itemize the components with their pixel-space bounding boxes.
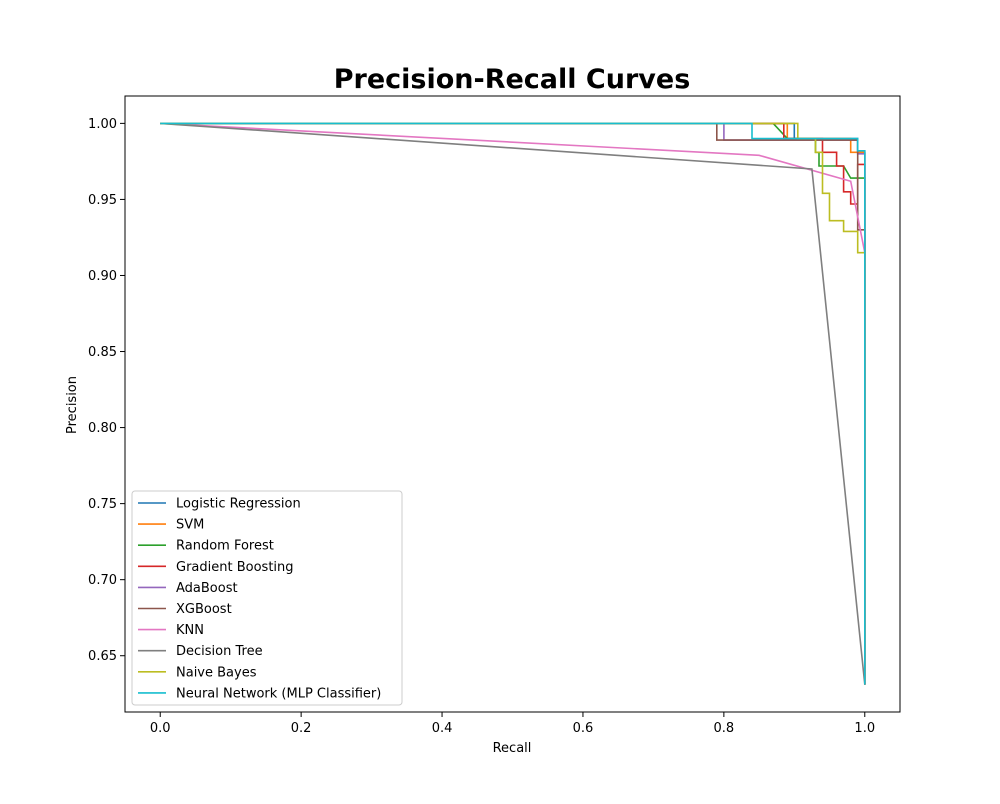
y-tick-label-3: 0.80 [88,421,117,436]
x-axis-label: Recall [493,741,532,756]
y-axis: 0.65 0.70 0.75 0.80 0.85 0.90 0.95 1.00 [88,117,125,664]
y-tick-label-2: 0.75 [88,497,117,512]
x-tick-label-0: 0.0 [150,721,171,736]
legend-label-5: XGBoost [176,602,232,617]
legend-label-7: Decision Tree [176,644,263,659]
legend-box [131,490,403,706]
x-tick-label-3: 0.6 [573,721,594,736]
y-tick-label-5: 0.90 [88,269,117,284]
plot-area: 0.0 0.2 0.4 0.6 0.8 1.0 0.650.700.750.800.850… [88,95,901,736]
legend-label-9: Neural Network (MLP Classifier) [176,686,381,701]
legend-label-8: Naive Bayes [176,665,257,680]
x-tick-label-4: 0.8 [714,721,735,736]
legend: Logistic Regression SVM Random Forest Gradi… [131,490,403,706]
series-line-9 [160,122,866,685]
legend-label-3: Gradient Boosting [176,560,294,575]
y-tick-label-1: 0.70 [88,573,117,588]
legend-label-6: KNN [176,623,204,638]
y-tick-label-6: 0.95 [88,193,117,208]
x-tick-label-1: 0.2 [291,721,312,736]
legend-label-1: SVM [176,518,204,533]
plot-frame [124,95,901,713]
legend-label-0: Logistic Regression [176,497,301,512]
y-axis-label: Precision [65,376,80,434]
legend-label-4: AdaBoost [176,581,238,596]
series-layer [160,122,866,685]
x-tick-label-5: 1.0 [854,721,875,736]
x-tick-label-2: 0.4 [432,721,453,736]
y-tick-label-4: 0.85 [88,345,117,360]
series-line-7 [160,122,866,685]
chart-title: Precision-Recall Curves [334,64,691,95]
y-tick-label-0: 0.65 [88,649,117,664]
y-tick-label-7: 1.00 [88,117,117,132]
x-axis: 0.0 0.2 0.4 0.6 0.8 1.0 [150,712,875,736]
legend-label-2: Random Forest [176,539,274,554]
